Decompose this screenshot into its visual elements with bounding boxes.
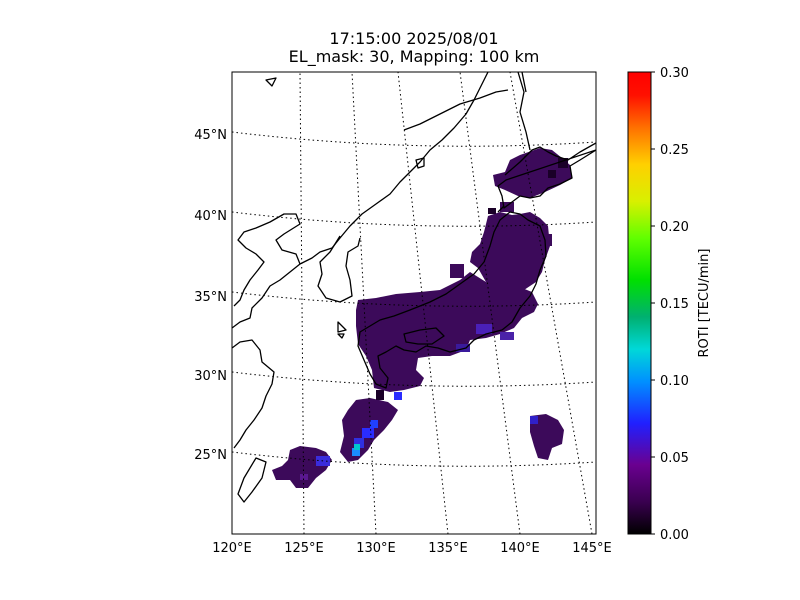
lon-tick-labels: 120°E 125°E 130°E 135°E 140°E 145°E [212,541,612,556]
coastlines [232,72,596,503]
cb-tick-5: 0.25 [660,143,689,158]
map-title: 17:15:00 2025/08/01 EL_mask: 30, Mapping… [232,30,596,66]
lat-tick-25: 25°N [194,448,227,463]
title-time: 17:15:00 2025/08/01 [329,29,499,48]
cb-tick-1: 0.05 [660,451,689,466]
cb-tick-2: 0.10 [660,374,689,389]
cb-tick-3: 0.15 [660,297,689,312]
cb-tick-0: 0.00 [660,528,689,543]
title-params: EL_mask: 30, Mapping: 100 km [288,47,540,66]
colorbar: 0.00 0.05 0.10 0.15 0.20 0.25 0.30 ROTI … [627,66,712,543]
lon-tick-125: 125°E [284,541,324,556]
lat-tick-35: 35°N [194,290,227,305]
roti-dark-pixels [376,158,568,400]
lat-tick-45: 45°N [194,128,227,143]
colorbar-gradient [627,71,652,535]
colorbar-tick-marks [651,71,655,535]
cb-tick-4: 0.20 [660,220,689,235]
lon-tick-145: 145°E [572,541,612,556]
lon-tick-135: 135°E [428,541,468,556]
colorbar-label: ROTI [TECU/min] [697,249,712,358]
cb-tick-6: 0.30 [660,66,689,81]
roti-pixels [272,148,572,488]
lon-tick-120: 120°E [212,541,252,556]
lon-tick-140: 140°E [500,541,540,556]
lat-tick-40: 40°N [194,209,227,224]
colorbar-tick-labels: 0.00 0.05 0.10 0.15 0.20 0.25 0.30 [660,66,689,543]
lon-tick-130: 130°E [356,541,396,556]
map-frame [231,71,597,535]
lat-tick-30: 30°N [194,369,227,384]
lat-tick-labels: 25°N 30°N 35°N 40°N 45°N [194,128,227,463]
map-area [232,72,596,534]
graticule [232,72,596,534]
